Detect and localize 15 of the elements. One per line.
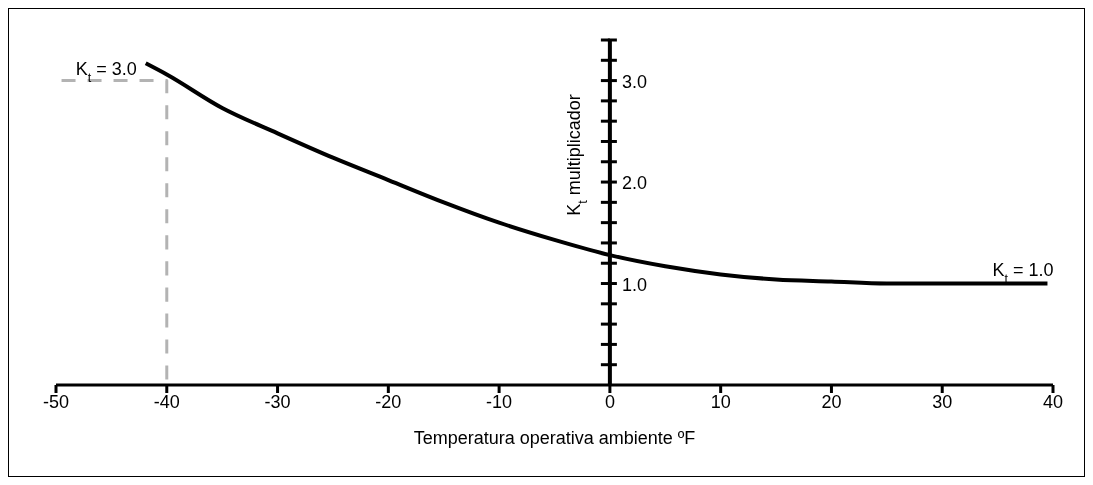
x-tick-label: -50	[42, 391, 70, 412]
annotation: K$_{t}$ = 3.0	[75, 58, 137, 85]
x-axis-title: Temperatura operativa ambiente ºF	[413, 428, 696, 448]
x-tick-label: -10	[486, 391, 513, 412]
x-tick-label: 10	[710, 391, 731, 412]
x-tick-label: -20	[375, 391, 402, 412]
y-tick-label: 2.0	[621, 173, 647, 194]
x-tick-label: 30	[932, 391, 953, 412]
x-tick-label: 20	[821, 391, 842, 412]
y-tick-label: 3.0	[621, 71, 647, 92]
x-tick-label: 0	[604, 391, 615, 412]
x-tick-label: -40	[153, 391, 180, 412]
x-tick-label: -30	[264, 391, 291, 412]
y-tick-label: 1.0	[621, 274, 647, 295]
x-tick-label: 40	[1042, 391, 1064, 412]
